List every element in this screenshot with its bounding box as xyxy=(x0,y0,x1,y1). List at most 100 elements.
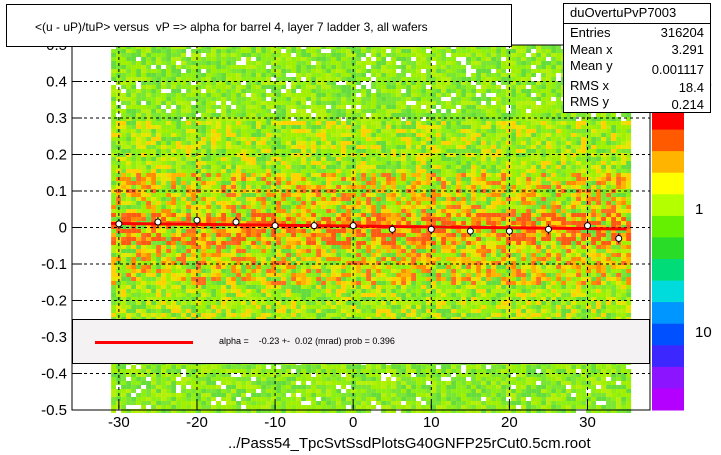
heat-cell xyxy=(301,393,307,397)
heat-cell xyxy=(281,273,287,277)
heat-cell xyxy=(281,309,287,313)
heat-cell xyxy=(156,309,162,313)
heat-cell xyxy=(141,173,147,177)
heat-cell xyxy=(121,61,127,65)
heat-cell xyxy=(291,61,297,65)
heat-cell xyxy=(281,113,287,117)
heat-cell xyxy=(326,273,332,277)
heat-cell xyxy=(341,397,347,401)
heat-cell xyxy=(176,273,182,277)
heat-cell xyxy=(161,405,167,409)
heat-cell xyxy=(366,165,372,169)
heat-cell xyxy=(326,405,332,409)
heat-cell xyxy=(291,193,297,197)
heat-cell xyxy=(121,69,127,73)
heat-cell xyxy=(281,401,287,405)
heat-cell xyxy=(341,229,347,233)
heat-cell xyxy=(176,73,182,77)
heat-cell xyxy=(256,409,262,413)
heat-cell xyxy=(361,281,367,285)
heat-cell xyxy=(311,81,317,85)
heat-cell xyxy=(381,93,387,97)
heat-cell xyxy=(321,89,327,93)
heat-cell xyxy=(151,121,157,125)
heat-cell xyxy=(161,313,167,317)
heat-cell xyxy=(376,221,382,225)
heat-cell xyxy=(296,405,302,409)
heat-cell xyxy=(201,389,207,393)
heat-cell xyxy=(181,217,187,221)
heat-cell xyxy=(336,373,342,377)
heat-cell xyxy=(326,221,332,225)
heat-cell xyxy=(281,389,287,393)
heat-cell xyxy=(171,157,177,161)
heat-cell xyxy=(176,113,182,117)
heat-cell xyxy=(161,229,167,233)
heat-cell xyxy=(376,73,382,77)
heat-cell xyxy=(206,185,212,189)
heat-cell xyxy=(211,129,217,133)
heat-cell xyxy=(356,237,362,241)
heat-cell xyxy=(201,225,207,229)
heat-cell xyxy=(231,129,237,133)
heat-cell xyxy=(236,217,242,221)
heat-cell xyxy=(311,309,317,313)
heat-cell xyxy=(261,105,267,109)
heat-cell xyxy=(221,253,227,257)
heat-cell xyxy=(226,205,232,209)
heat-cell xyxy=(291,113,297,117)
heat-cell xyxy=(261,197,267,201)
heat-cell xyxy=(181,245,187,249)
heat-cell xyxy=(156,193,162,197)
heat-cell xyxy=(311,165,317,169)
heat-cell xyxy=(136,141,142,145)
heat-cell xyxy=(201,229,207,233)
heat-cell xyxy=(206,401,212,405)
heat-cell xyxy=(146,45,152,49)
heat-cell xyxy=(186,201,192,205)
heat-cell xyxy=(251,297,257,301)
heat-cell xyxy=(231,81,237,85)
heat-cell xyxy=(151,205,157,209)
heat-cell xyxy=(361,309,367,313)
heat-cell xyxy=(236,169,242,173)
heat-cell xyxy=(356,389,362,393)
heat-cell xyxy=(216,277,222,281)
heat-cell xyxy=(311,237,317,241)
heat-cell xyxy=(366,213,372,217)
heat-cell xyxy=(146,309,152,313)
heat-cell xyxy=(281,409,287,413)
heat-cell xyxy=(266,105,272,109)
heat-cell xyxy=(166,289,172,293)
heat-cell xyxy=(366,137,372,141)
heat-cell xyxy=(156,305,162,309)
heat-cell xyxy=(246,113,252,117)
heat-cell xyxy=(176,217,182,221)
heat-cell xyxy=(261,409,267,413)
heat-cell xyxy=(121,161,127,165)
heat-cell xyxy=(271,285,277,289)
heat-cell xyxy=(321,409,327,413)
heat-cell xyxy=(356,201,362,205)
heat-cell xyxy=(226,293,232,297)
heat-cell xyxy=(321,401,327,405)
heat-cell xyxy=(211,397,217,401)
heat-cell xyxy=(196,161,202,165)
heat-cell xyxy=(111,73,117,77)
heat-cell xyxy=(191,57,197,61)
heat-cell xyxy=(281,381,287,385)
heat-cell xyxy=(176,125,182,129)
heat-cell xyxy=(346,249,352,253)
heat-cell xyxy=(351,293,357,297)
heat-cell xyxy=(266,49,272,53)
heat-cell xyxy=(211,125,217,129)
heat-cell xyxy=(271,153,277,157)
heat-cell xyxy=(376,409,382,413)
heat-cell xyxy=(231,57,237,61)
heat-cell xyxy=(181,377,187,381)
heat-cell xyxy=(151,229,157,233)
heat-cell xyxy=(181,381,187,385)
heat-cell xyxy=(186,69,192,73)
heat-cell xyxy=(181,81,187,85)
heat-cell xyxy=(276,229,282,233)
